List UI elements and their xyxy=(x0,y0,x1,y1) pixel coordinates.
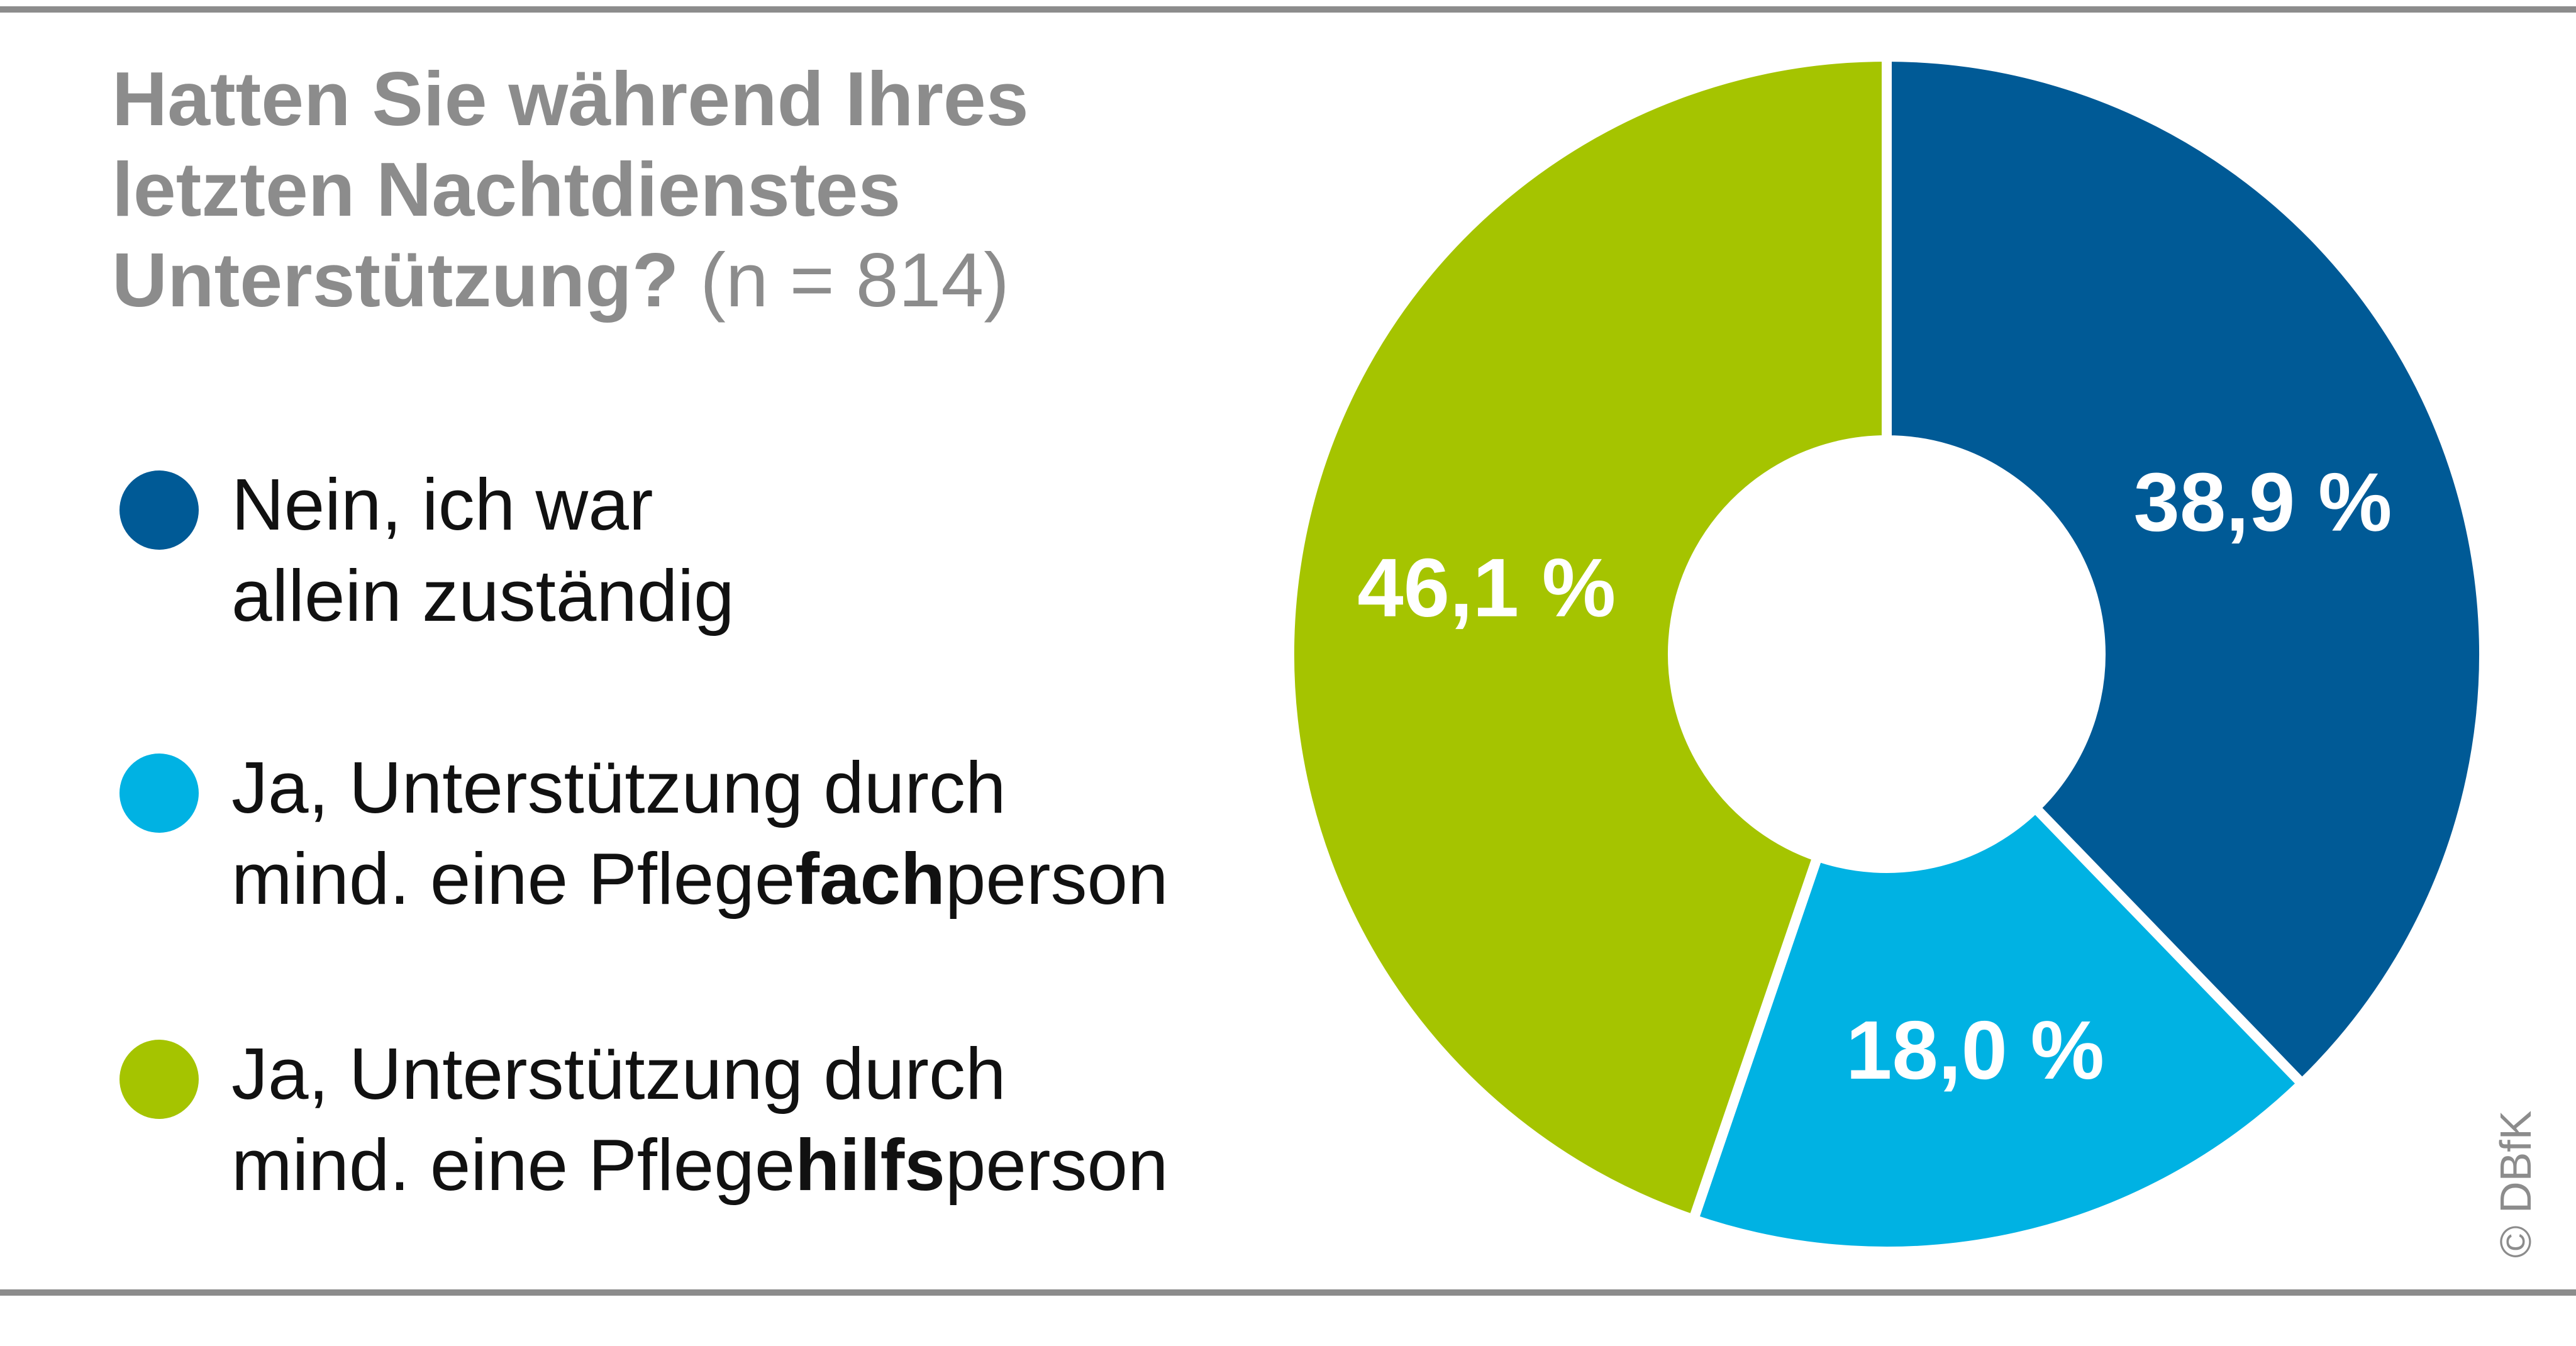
donut-slice-2 xyxy=(1284,51,1892,1226)
legend-item-allein: Nein, ich war allein zuständig xyxy=(119,459,1314,648)
legend-label-hilfsperson: Ja, Unterstützung durch mind. eine Pfleg… xyxy=(231,1028,1313,1211)
title-line-3: Unterstützung? (n = 814) xyxy=(112,235,1307,325)
title-line-3-text: Unterstützung? xyxy=(112,237,679,323)
donut-slices xyxy=(1284,51,2489,1257)
legend-label-allein: Nein, ich war allein zuständig xyxy=(231,459,1313,642)
legend-item-hilfsperson: Ja, Unterstützung durch mind. eine Pfleg… xyxy=(119,1028,1314,1217)
legend-fachperson-line-1: Ja, Unterstützung durch xyxy=(231,747,1006,828)
donut-slice-1 xyxy=(1687,801,2309,1257)
bottom-rule xyxy=(0,1289,2576,1296)
legend-fachperson-line-2: mind. eine Pflegefachperson xyxy=(231,838,1169,920)
legend-label-fachperson: Ja, Unterstützung durch mind. eine Pfleg… xyxy=(231,742,1313,925)
slice-value-label-2: 46,1 % xyxy=(1357,542,1616,634)
legend-dot-hilfsperson xyxy=(119,1040,199,1119)
legend-dot-fachperson xyxy=(119,754,199,833)
legend-item-fachperson: Ja, Unterstützung durch mind. eine Pfleg… xyxy=(119,742,1314,931)
legend-hilfsperson-line-2: mind. eine Pflegehilfsperson xyxy=(231,1124,1169,1206)
slice-value-label-0: 38,9 % xyxy=(2133,456,2392,548)
title-line-1: Hatten Sie während Ihres xyxy=(112,56,1029,142)
slice-value-label-1: 18,0 % xyxy=(1846,1004,2104,1096)
top-rule xyxy=(0,6,2576,13)
copyright-credit: © DBfK xyxy=(2491,1110,2540,1258)
title-line-2: letzten Nachtdienstes xyxy=(112,147,901,232)
donut-labels: 38,9 % 18,0 % 46,1 % xyxy=(1357,456,2392,1096)
legend-allein-line-2: allein zuständig xyxy=(231,555,735,637)
legend-allein-line-1: Nein, ich war xyxy=(231,464,653,545)
chart-title: Hatten Sie während Ihres letzten Nachtdi… xyxy=(112,53,1307,325)
sample-size: (n = 814) xyxy=(700,237,1009,323)
legend-dot-allein xyxy=(119,470,199,550)
donut-slice-0 xyxy=(1882,51,2489,1091)
legend-hilfsperson-line-1: Ja, Unterstützung durch xyxy=(231,1033,1006,1115)
